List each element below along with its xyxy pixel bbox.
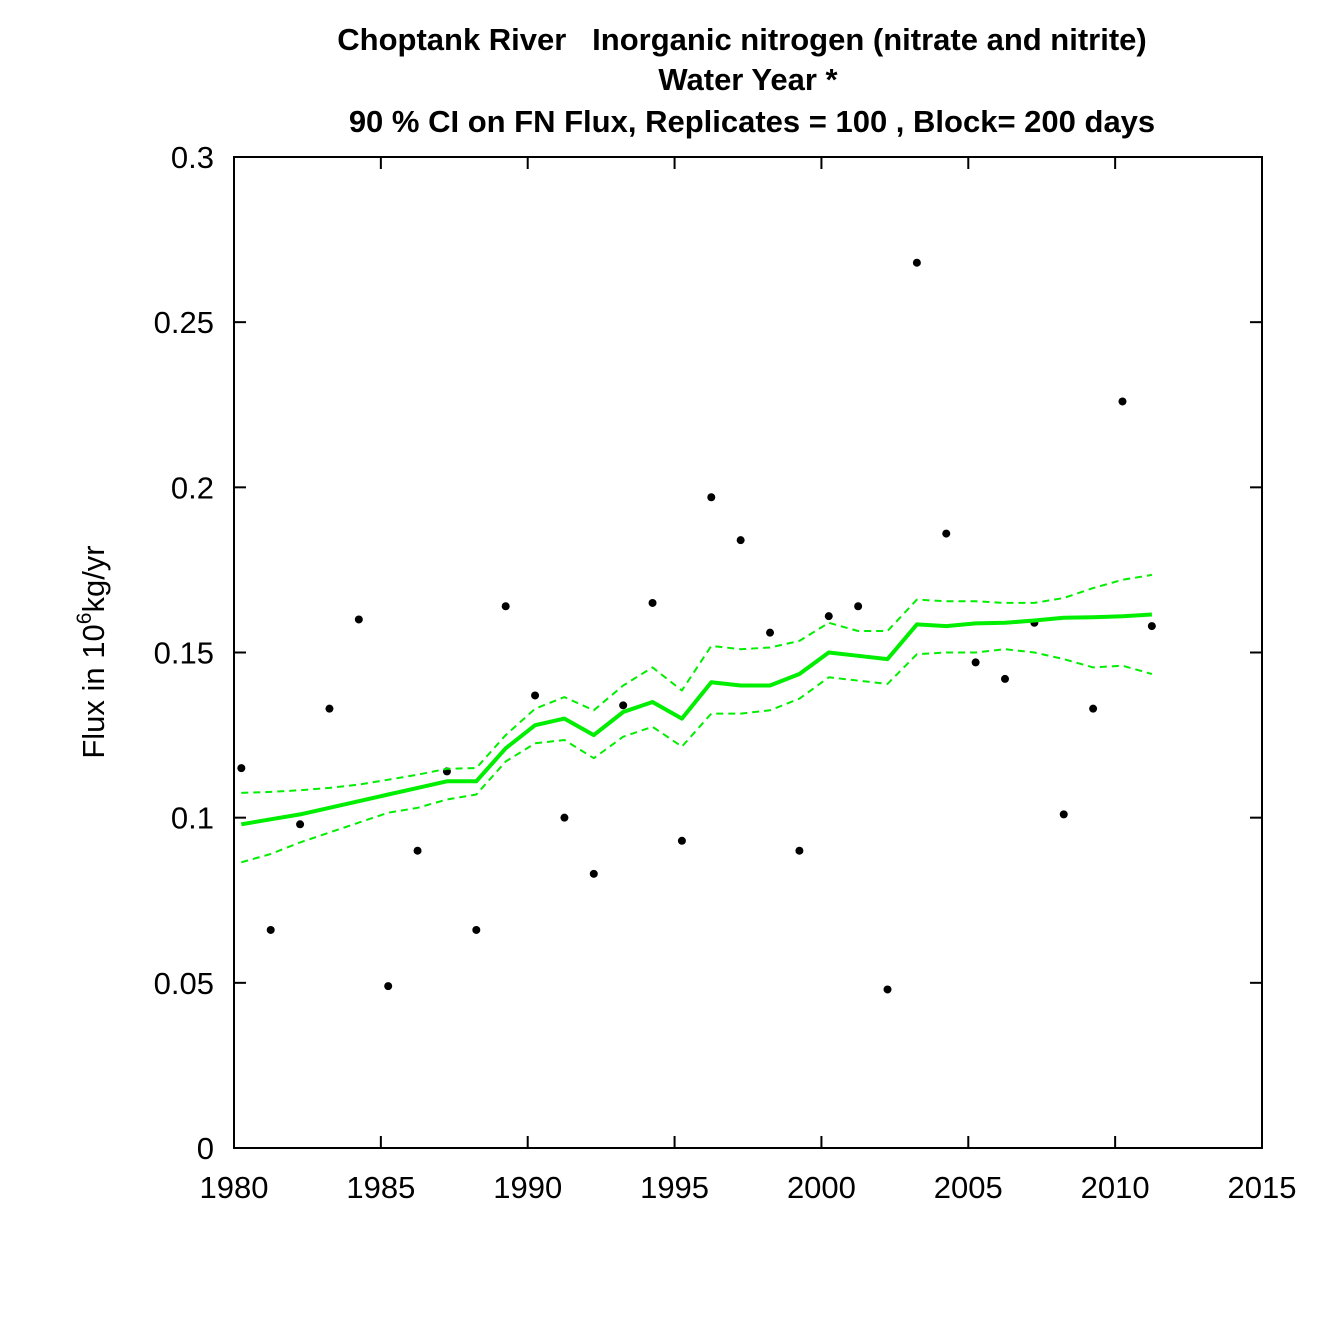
y-tick-label: 0.1 [171,801,214,836]
plot-area [237,258,1156,994]
x-tick-label: 1980 [200,1170,269,1205]
y-tick-label: 0.05 [154,966,214,1001]
data-point [325,704,334,713]
chart-title-line-2: Water Year * [658,62,838,97]
data-point [1059,810,1068,819]
ci-band-line [241,573,1153,794]
data-point [237,764,246,773]
data-point [677,836,686,845]
chart-title-line-1: Choptank River Inorganic nitrogen (nitra… [337,22,1147,57]
x-tick-label: 1995 [640,1170,709,1205]
y-tick-label: 0.3 [171,140,214,175]
y-axis-label: Flux in 106kg/yr [73,545,111,758]
y-tick-label: 0 [197,1131,214,1166]
data-point [354,615,363,624]
data-point [1001,674,1009,683]
y-tick-label: 0.15 [154,636,214,671]
data-point [883,985,892,994]
x-tick-label: 2015 [1228,1170,1297,1205]
data-point [707,493,716,502]
data-point [384,982,393,991]
x-tick-label: 2005 [934,1170,1003,1205]
y-axis-label-suffix: kg/yr [76,545,111,612]
y-axis-label-prefix: Flux in 10 [76,624,111,758]
x-tick-label: 2000 [787,1170,856,1205]
axis-ticks: 1980 1985 1990 1995 2000 2005 2010 2015 0 0.05 0.1… [154,140,1297,1205]
data-point [1089,704,1098,713]
data-point [942,529,951,538]
data-point [824,612,833,621]
data-point [1118,397,1127,406]
x-tick-label: 2010 [1081,1170,1150,1205]
ci-band-line [241,648,1153,864]
data-point [560,813,569,822]
y-axis-label-superscript: 6 [73,613,96,625]
data-point [413,846,422,855]
data-point [1147,622,1156,631]
x-tick-label: 1985 [346,1170,415,1205]
data-point [912,258,921,267]
data-point [296,820,305,829]
data-point [736,536,745,545]
data-point [472,925,481,934]
data-point [531,691,540,700]
data-point [795,846,804,855]
y-tick-label: 0.25 [154,305,214,340]
data-point [648,598,657,607]
data-point [619,701,628,710]
data-point [266,925,275,934]
fn-flux-line [240,612,1153,827]
x-tick-label: 1990 [493,1170,562,1205]
data-point [854,602,863,611]
data-point [501,602,510,611]
y-tick-label: 0.2 [171,470,214,505]
plot-frame [233,156,1263,1149]
data-point [766,628,775,637]
data-point [971,658,980,667]
data-point [589,869,598,878]
chart-title-line-3: 90 % CI on FN Flux, Replicates = 100 , B… [349,104,1155,139]
